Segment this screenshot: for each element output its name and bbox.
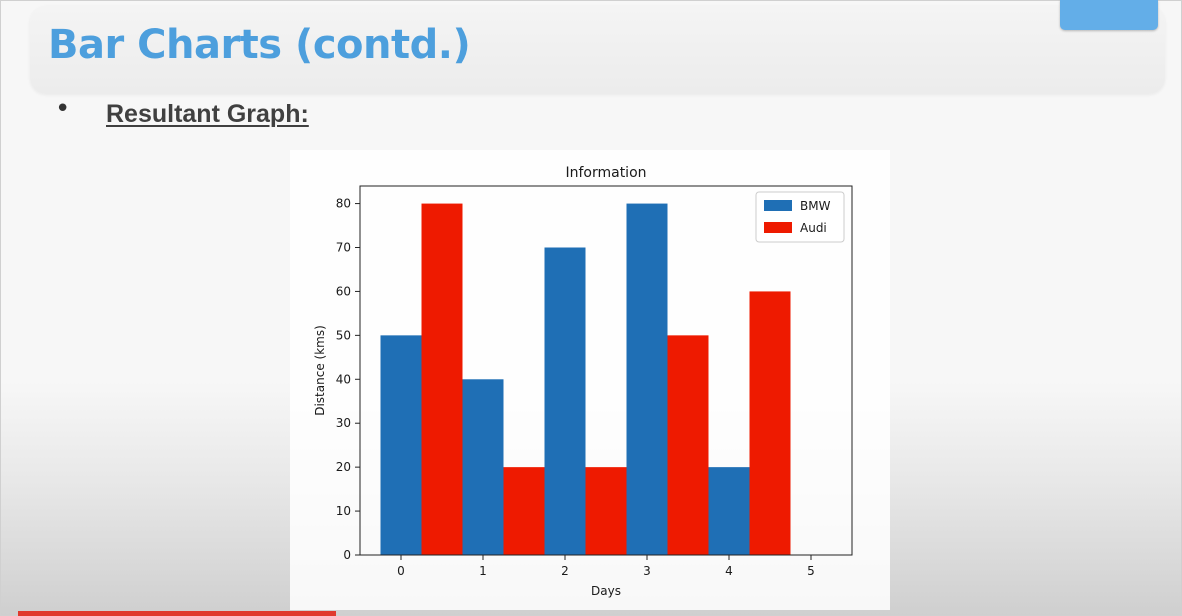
bar-audi-4 xyxy=(749,291,791,555)
bar-bmw-4 xyxy=(708,467,750,555)
x-tick-label: 2 xyxy=(561,564,569,578)
legend-label-audi: Audi xyxy=(800,221,827,235)
video-progress-bar[interactable] xyxy=(18,611,336,616)
bar-bmw-0 xyxy=(380,335,422,555)
bar-bmw-2 xyxy=(544,247,586,555)
x-axis-label: Days xyxy=(591,584,621,598)
y-tick-label: 80 xyxy=(336,197,351,211)
y-tick-label: 70 xyxy=(336,241,351,255)
bar-audi-1 xyxy=(503,467,545,555)
bar-audi-3 xyxy=(667,335,709,555)
resultant-graph-heading: Resultant Graph: xyxy=(106,100,309,128)
y-tick-label: 60 xyxy=(336,284,351,298)
x-tick-label: 0 xyxy=(397,564,405,578)
bullet-icon: • xyxy=(55,94,71,124)
chart-title: Information xyxy=(565,165,646,181)
title-band xyxy=(30,6,1165,94)
y-tick-label: 0 xyxy=(343,548,351,562)
x-tick-label: 1 xyxy=(479,564,487,578)
y-tick-label: 40 xyxy=(336,372,351,386)
plot-frame xyxy=(359,185,853,556)
legend-swatch-audi xyxy=(764,222,792,233)
y-axis-label: Distance (kms) xyxy=(313,325,327,416)
bar-chart-svg: 0 1 2 3 4 501020304050607080InformationDaysDi… xyxy=(313,165,853,598)
bar-audi-0 xyxy=(421,203,463,556)
legend-swatch-bmw xyxy=(764,200,792,211)
y-tick-label: 20 xyxy=(336,460,351,474)
legend-label-bmw: BMW xyxy=(800,199,831,213)
y-tick-label: 50 xyxy=(336,328,351,342)
x-tick-label: 4 xyxy=(725,564,733,578)
bar-bmw-1 xyxy=(462,379,504,555)
bar-audi-2 xyxy=(585,467,627,555)
x-tick-label: 3 xyxy=(643,564,651,578)
bar-bmw-3 xyxy=(626,203,668,556)
slide-title: Bar Charts (contd.) xyxy=(48,22,471,68)
bar-chart: 0 1 2 3 4 5 0 10 20 30 40 50 60 70 80 Information Days Di… xyxy=(290,150,890,610)
y-tick-label: 10 xyxy=(336,504,351,518)
x-tick-label: 5 xyxy=(807,564,815,578)
y-tick-label: 30 xyxy=(336,416,351,430)
corner-tab xyxy=(1060,0,1158,30)
